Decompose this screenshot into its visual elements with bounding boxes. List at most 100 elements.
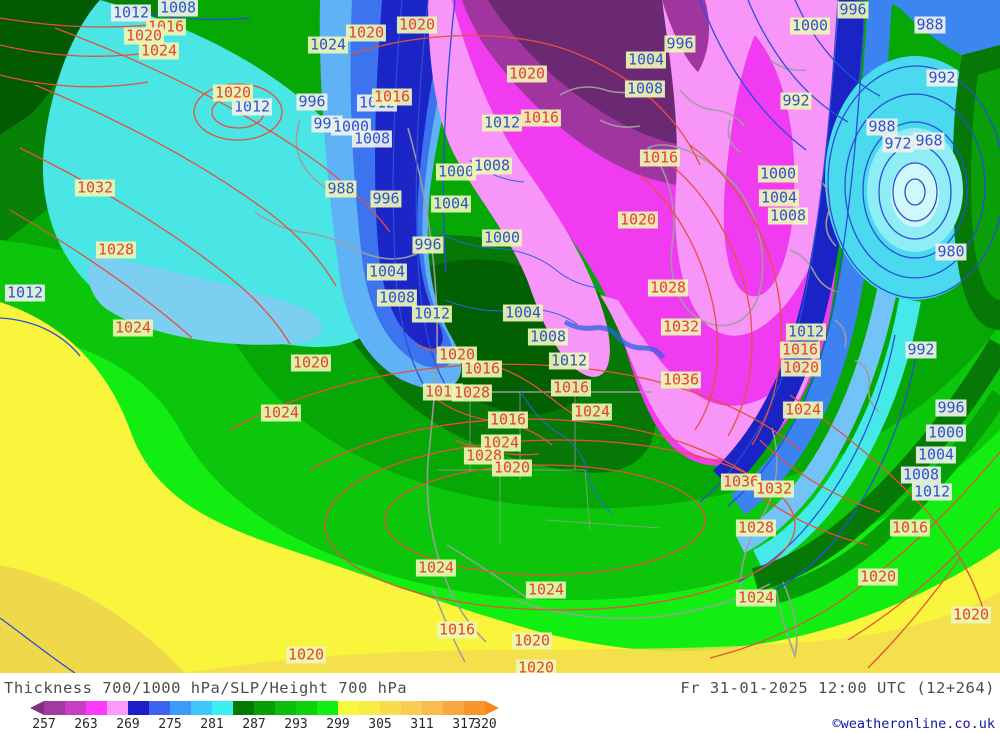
- colorbar-segment: [380, 701, 401, 715]
- contour-label-red: 1020: [285, 645, 327, 664]
- contour-label-red: 1016: [436, 620, 478, 639]
- contour-label-blue: 996: [664, 34, 696, 53]
- colorbar-segment: [107, 701, 128, 715]
- contour-label-red: 1024: [260, 403, 302, 422]
- colorbar-segment: [422, 701, 443, 715]
- contour-label-blue: 1008: [527, 327, 569, 346]
- contour-label-blue: 1012: [411, 304, 453, 323]
- contour-label-blue: 980: [935, 242, 967, 261]
- pressure-contours-red: [0, 17, 1000, 669]
- colorbar-segment: [149, 701, 170, 715]
- contour-label-blue: 992: [780, 91, 812, 110]
- colorbar-segment: [275, 701, 296, 715]
- contour-label-blue: 996: [412, 235, 444, 254]
- colorbar-tick-label: 269: [116, 717, 140, 732]
- contour-label-red: 1024: [571, 402, 613, 421]
- contour-label-red: 1020: [511, 631, 553, 650]
- contour-label-red: 1032: [74, 178, 116, 197]
- colorbar-segment: [338, 701, 359, 715]
- contour-label-blue: 1012: [481, 113, 523, 132]
- contour-label-blue: 1012: [231, 97, 273, 116]
- colorbar-segment: [317, 701, 338, 715]
- contour-label-blue: 988: [866, 117, 898, 136]
- map-footer: Thickness 700/1000 hPa/SLP/Height 700 hP…: [0, 673, 1000, 733]
- contour-label-red: 1032: [660, 317, 702, 336]
- contour-label-blue: 968: [913, 131, 945, 150]
- contour-label-red: 1020: [617, 210, 659, 229]
- colorbar-segment: [443, 701, 464, 715]
- contour-label-blue: 1004: [758, 188, 800, 207]
- contour-label-red: 1020: [857, 567, 899, 586]
- contour-label-red: 1032: [753, 479, 795, 498]
- colorbar-tick-label: 293: [284, 717, 308, 732]
- colorbar-segment: [191, 701, 212, 715]
- contour-label-blue: 996: [837, 0, 869, 19]
- contour-label-blue: 996: [370, 189, 402, 208]
- copyright-link[interactable]: ©weatheronline.co.uk: [832, 716, 995, 732]
- colorbar-tick-label: 305: [368, 717, 392, 732]
- colorbar-segment: [212, 701, 233, 715]
- contour-label-red: 1020: [345, 23, 387, 42]
- contour-label-red: 1024: [112, 318, 154, 337]
- contour-label-blue: 1008: [624, 79, 666, 98]
- contour-label-red: 1020: [780, 358, 822, 377]
- thickness-colorbar: 257 263 269 275 281 287 293 299 305 311 317 320: [30, 701, 500, 732]
- contour-label-blue: 1008: [767, 206, 809, 225]
- contour-label-red: 1028: [647, 278, 689, 297]
- contour-label-blue: 1012: [110, 3, 152, 22]
- contour-label-blue: 1000: [481, 228, 523, 247]
- colorbar-segment: [254, 701, 275, 715]
- contour-label-blue: 988: [325, 179, 357, 198]
- colorbar-segment: [44, 701, 65, 715]
- contour-label-red: 1020: [506, 64, 548, 83]
- contour-label-red: 1020: [123, 26, 165, 45]
- colorbar-tick-label: 317: [452, 717, 476, 732]
- contour-label-blue: 1008: [351, 129, 393, 148]
- contour-label-blue: 1004: [430, 194, 472, 213]
- colorbar-segment: [401, 701, 422, 715]
- contour-label-red: 1016: [550, 378, 592, 397]
- contour-label-blue: 1000: [757, 164, 799, 183]
- contour-label-red: 1028: [451, 383, 493, 402]
- colorbar-tick-label: 281: [200, 717, 224, 732]
- contour-label-blue: 1012: [548, 351, 590, 370]
- contour-label-red: 1016: [487, 410, 529, 429]
- contour-label-blue: 972: [882, 134, 914, 153]
- contour-label-red: 1016: [889, 518, 931, 537]
- contour-label-red: 1016: [371, 87, 413, 106]
- contour-label-blue: 1004: [625, 50, 667, 69]
- colorbar-tick-label: 311: [410, 717, 434, 732]
- contour-label-red: 1024: [138, 41, 180, 60]
- contour-label-blue: 1008: [157, 0, 199, 17]
- contour-label-red: 1016: [461, 359, 503, 378]
- colorbar-segment: [128, 701, 149, 715]
- contour-label-blue: 1000: [925, 423, 967, 442]
- contour-label-red: 1028: [735, 518, 777, 537]
- contour-label-blue: 1012: [4, 283, 46, 302]
- contour-label-blue: 992: [905, 340, 937, 359]
- contour-label-red: 1020: [491, 458, 533, 477]
- contour-label-red: 1020: [515, 659, 557, 673]
- contour-label-red: 1024: [735, 588, 777, 607]
- colorbar-segment: [65, 701, 86, 715]
- contour-label-blue: 1008: [471, 156, 513, 175]
- contour-label-red: 1036: [660, 370, 702, 389]
- colorbar-right-arrow: [485, 701, 499, 715]
- contour-label-blue: 996: [296, 92, 328, 111]
- contour-label-red: 1016: [779, 340, 821, 359]
- contour-label-blue: 1012: [785, 322, 827, 341]
- contour-label-blue: 1004: [502, 303, 544, 322]
- contour-label-red: 1020: [436, 345, 478, 364]
- contour-label-blue: 1012: [911, 482, 953, 501]
- contour-label-red: 1020: [950, 605, 992, 624]
- colorbar-tick-label: 263: [74, 717, 98, 732]
- colorbar-left-arrow: [30, 701, 44, 715]
- map-image: 1012100810249969921012100010089889961004…: [0, 0, 1000, 673]
- contour-label-blue: 1000: [435, 162, 477, 181]
- thickness-field-art: [0, 0, 1000, 673]
- contour-label-blue: 1004: [366, 262, 408, 281]
- contour-label-red: 1016: [520, 108, 562, 127]
- colorbar-segment: [359, 701, 380, 715]
- contour-label-blue: 1024: [307, 35, 349, 54]
